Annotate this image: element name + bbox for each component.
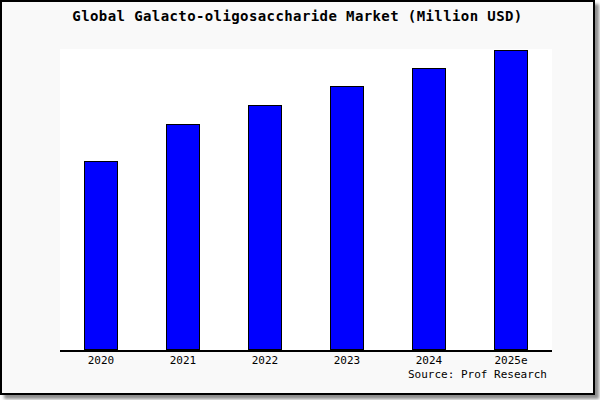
bar-2020 <box>84 161 118 350</box>
chart-card: Global Galacto-oligosaccharide Market (M… <box>0 0 595 395</box>
x-tick-label-2021: 2021 <box>142 354 224 367</box>
source-note: Source: Prof Research <box>408 368 547 381</box>
bar-2021 <box>166 124 200 350</box>
chart-title: Global Galacto-oligosaccharide Market (M… <box>2 8 593 24</box>
x-tick-label-2023: 2023 <box>306 354 388 367</box>
x-tick-label-2020: 2020 <box>60 354 142 367</box>
bar-2023 <box>330 86 364 350</box>
bar-2024 <box>412 68 446 350</box>
x-tick-label-2025e: 2025e <box>470 354 552 367</box>
bar-2022 <box>248 105 282 350</box>
bar-2025e <box>494 50 528 350</box>
plot-area <box>60 49 552 352</box>
x-tick-label-2024: 2024 <box>388 354 470 367</box>
x-tick-label-2022: 2022 <box>224 354 306 367</box>
